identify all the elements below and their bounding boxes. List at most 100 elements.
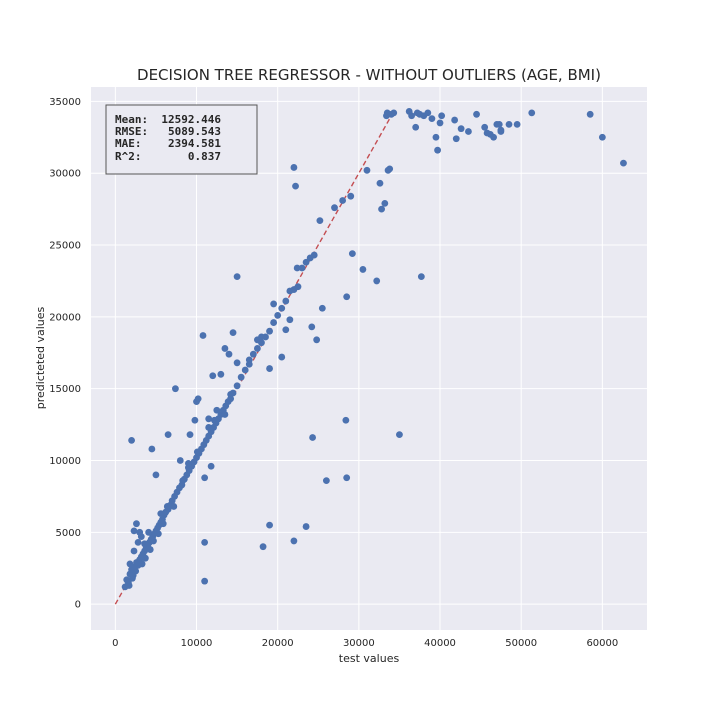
data-point (331, 204, 338, 212)
data-point (347, 192, 355, 200)
data-point (452, 135, 460, 143)
data-point (146, 546, 154, 553)
data-point (308, 323, 316, 331)
grid-lines (91, 87, 647, 630)
data-point (473, 110, 480, 118)
data-point (292, 182, 299, 190)
data-point (339, 197, 347, 204)
stats-box-frame (105, 104, 258, 175)
data-point (245, 356, 253, 364)
data-point (286, 316, 294, 324)
data-point (154, 530, 162, 538)
data-point (386, 165, 394, 173)
data-point (217, 370, 225, 378)
data-point (290, 537, 298, 545)
data-point (159, 520, 167, 528)
data-point (141, 540, 148, 548)
tick-labels: 0 10000 20000 30000 40000 50000 60000 0 5000 1000… (49, 97, 618, 649)
data-point (598, 133, 606, 141)
data-point (505, 120, 513, 128)
data-point (201, 474, 209, 482)
x-tick-label: 10000 (181, 638, 213, 649)
data-point (134, 538, 142, 546)
y-axis-label: predicteted values (34, 306, 47, 409)
x-axis-label: test values (339, 652, 400, 665)
data-point (309, 434, 316, 441)
data-point (408, 112, 416, 120)
data-point (528, 109, 536, 117)
stats-mae: MAE: 2394.581 (115, 137, 221, 150)
y-tick-label: 30000 (49, 169, 81, 180)
data-point (436, 119, 444, 127)
stats-rmse: RMSE: 5089.543 (115, 125, 221, 138)
data-point (152, 471, 160, 479)
data-point (434, 146, 441, 154)
chart-title: DECISION TREE REGRESSOR - WITHOUT OUTLIE… (137, 66, 601, 84)
data-point (457, 125, 465, 133)
data-point (270, 300, 278, 308)
data-point (620, 159, 627, 167)
reference-line (114, 115, 392, 605)
data-point (130, 547, 138, 555)
data-point (233, 273, 241, 281)
data-point (438, 112, 446, 120)
data-point (343, 293, 351, 301)
data-point (130, 527, 138, 535)
y-tick-label: 25000 (49, 241, 81, 252)
data-point (266, 521, 273, 529)
data-point (381, 199, 389, 207)
data-point (274, 312, 282, 319)
data-point (451, 116, 459, 124)
data-point (126, 560, 134, 568)
data-point (201, 538, 209, 546)
data-point (348, 250, 356, 258)
data-point (282, 326, 290, 334)
data-point (318, 304, 326, 312)
stats-mean: Mean: 12592.446 (115, 113, 221, 126)
y-tick-label: 5000 (56, 528, 81, 539)
data-point (201, 577, 209, 585)
x-tick-label: 50000 (505, 638, 537, 649)
data-point (193, 448, 201, 456)
data-point (294, 283, 302, 291)
x-tick-label: 20000 (262, 638, 294, 649)
stats-box: Mean: 12592.446 RMSE: 5089.543 MAE: 2394… (105, 104, 258, 175)
data-point (258, 333, 265, 341)
data-point (424, 109, 432, 117)
y-tick-label: 15000 (49, 384, 81, 395)
data-point (342, 416, 350, 424)
data-point (141, 554, 149, 562)
data-point (233, 359, 241, 367)
data-point (417, 273, 425, 281)
data-point (266, 365, 273, 372)
data-point (310, 251, 318, 259)
data-point (237, 373, 245, 381)
data-point (363, 166, 371, 174)
data-point (343, 474, 351, 482)
data-point (213, 406, 221, 414)
data-point (241, 366, 249, 374)
data-point (205, 415, 213, 423)
data-point (191, 416, 199, 424)
x-tick-label: 40000 (424, 638, 456, 649)
data-point (150, 537, 157, 545)
data-point (136, 528, 144, 536)
data-point (373, 277, 381, 285)
data-point (302, 258, 310, 266)
data-point (128, 574, 136, 582)
data-point (322, 477, 330, 485)
y-tick-label: 20000 (49, 312, 81, 323)
data-point (164, 431, 172, 439)
data-point (229, 329, 237, 337)
x-tick-label: 60000 (586, 638, 618, 649)
x-tick-label: 0 (112, 638, 118, 649)
data-point (179, 477, 187, 485)
data-point (290, 164, 298, 171)
data-point (316, 217, 324, 224)
plot-area (91, 87, 647, 630)
data-point (148, 445, 156, 453)
data-point (359, 266, 367, 273)
data-point (170, 503, 178, 510)
data-point (186, 431, 194, 439)
